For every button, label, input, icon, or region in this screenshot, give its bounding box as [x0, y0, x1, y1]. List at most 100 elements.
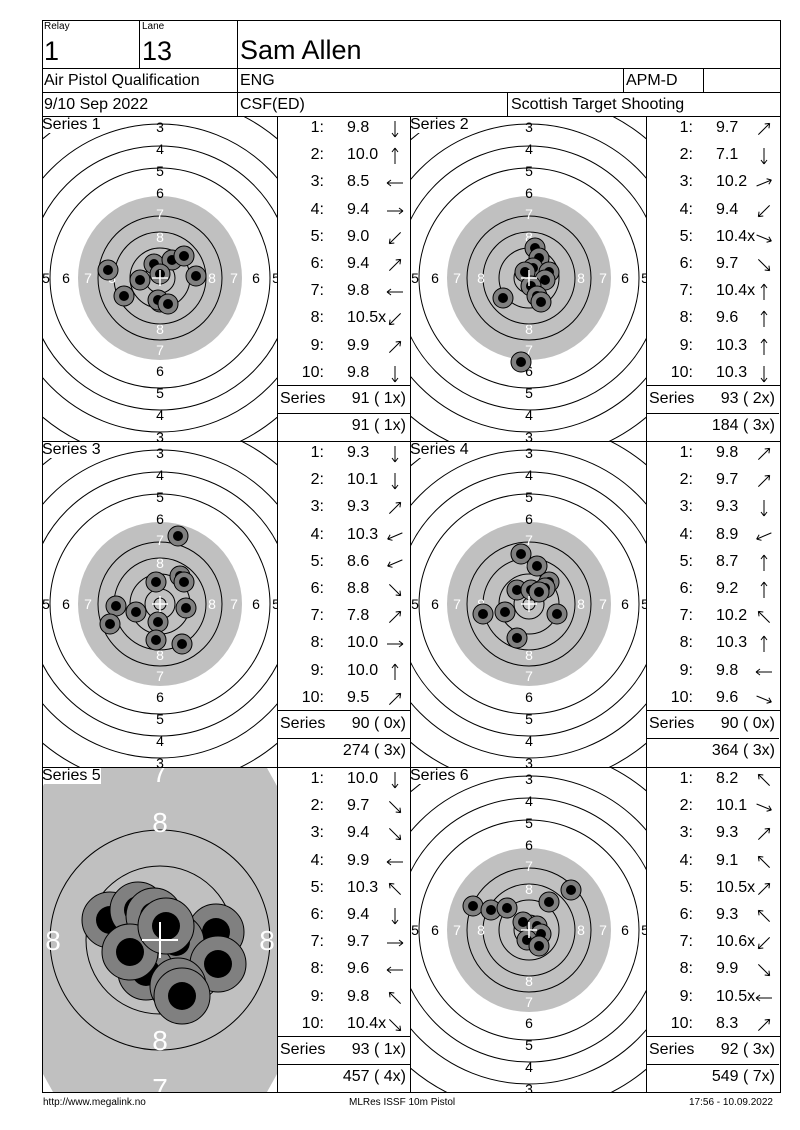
shot-direction-arrow-icon — [760, 581, 768, 598]
shot-value: 10.5x — [716, 878, 756, 896]
shot-centre — [534, 587, 544, 597]
footer-timestamp: 17:56 - 10.09.2022 — [689, 1097, 773, 1108]
ring-label: 5 — [272, 596, 280, 612]
ring-label: 8 — [152, 807, 168, 838]
ring-label: 5 — [272, 270, 280, 286]
shot-row: 10: 10.4x — [278, 1013, 408, 1035]
shot-centre — [179, 251, 189, 261]
shot-centre — [518, 917, 528, 927]
shot-row: 7: 10.2 — [647, 605, 777, 627]
shot-number: 6: — [310, 906, 324, 923]
shot-direction-arrow-icon — [757, 937, 771, 950]
ring-label: 7 — [230, 270, 238, 286]
shot-direction-arrow-icon — [760, 283, 768, 301]
ring-label: 6 — [156, 185, 164, 201]
shot-number: 10: — [670, 1014, 693, 1032]
series-total: 93 ( 2x) — [720, 390, 775, 407]
shot-direction-arrow-icon — [757, 447, 771, 461]
shot-value: 10.3 — [347, 878, 379, 896]
series-total: 93 ( 1x) — [351, 1041, 406, 1058]
shot-row: 10: 9.8 — [278, 362, 408, 384]
series-label: Series — [649, 715, 695, 732]
shot-number: 6: — [679, 255, 693, 272]
lane-number: 13 — [142, 36, 173, 66]
shot-value: 9.9 — [347, 336, 370, 354]
shot-row: 7: 9.8 — [278, 280, 408, 302]
shot-value: 8.9 — [716, 525, 739, 543]
shot-direction-arrow-icon — [388, 340, 402, 353]
shot-direction-arrow-icon — [388, 828, 402, 841]
shot-number: 10: — [301, 1014, 324, 1032]
shot-value: 9.6 — [347, 960, 370, 978]
shot-value: 10.0 — [347, 770, 379, 787]
shot-number: 6: — [679, 580, 693, 597]
shot-centre — [534, 941, 544, 951]
shot-direction-arrow-icon — [760, 311, 768, 328]
shot-direction-arrow-icon — [388, 692, 402, 705]
shot-number: 3: — [679, 498, 693, 516]
shot-centre — [153, 617, 163, 627]
ring-label: 8 — [525, 881, 533, 897]
shot-value: 9.8 — [347, 119, 370, 136]
shot-number: 4: — [679, 200, 693, 218]
shot-centre — [181, 603, 191, 613]
shot-number: 3: — [679, 173, 693, 191]
shot-direction-arrow-icon — [755, 994, 772, 1001]
shot-value: 9.3 — [347, 498, 370, 516]
ring-label: 7 — [156, 668, 164, 684]
shot-number: 3: — [679, 824, 693, 842]
shot-centre — [135, 275, 145, 285]
ring-label: 4 — [525, 793, 533, 809]
shot-number: 4: — [679, 851, 693, 869]
shot-direction-arrow-icon — [757, 122, 771, 136]
shot-value: 10.3 — [716, 634, 748, 652]
ring-label: 6 — [156, 689, 164, 705]
ring-label: 3 — [525, 1081, 533, 1097]
shot-centre — [151, 577, 161, 587]
footer-software: MLRes ISSF 10m Pistol — [349, 1097, 456, 1108]
cumulative-total: 457 ( 4x) — [342, 1068, 406, 1085]
ring-label: 5 — [42, 270, 50, 286]
shot-value: 9.9 — [716, 960, 739, 978]
shot-row: 7: 10.6x — [647, 931, 777, 953]
shot-number: 8: — [679, 960, 693, 978]
shot-direction-arrow-icon — [387, 559, 403, 568]
ring-label: 3 — [525, 429, 533, 445]
shot-direction-arrow-icon — [757, 909, 771, 923]
shot-value: 10.5x — [716, 987, 756, 1005]
shot-number: 7: — [310, 607, 324, 625]
series-title: Series 2 — [410, 116, 469, 133]
shot-number: 1: — [310, 770, 324, 787]
lane-label: Lane — [142, 21, 165, 32]
shot-direction-arrow-icon — [757, 475, 771, 488]
shot-row: 2: 10.1 — [647, 795, 777, 817]
ring-label: 5 — [411, 596, 419, 612]
shot-number: 5: — [679, 552, 693, 570]
shot-number: 2: — [310, 471, 324, 489]
shot-direction-arrow-icon — [388, 231, 402, 244]
shot-value: 7.8 — [347, 607, 370, 625]
series-title: Series 6 — [410, 767, 469, 784]
shot-number: 2: — [679, 471, 693, 489]
shot-number: 7: — [310, 933, 324, 951]
shot-direction-arrow-icon — [386, 179, 403, 187]
shot-number: 4: — [310, 851, 324, 869]
shot-row: 8: 10.5x — [278, 307, 408, 329]
shot-direction-arrow-icon — [755, 668, 772, 675]
ring-label: 5 — [156, 385, 164, 401]
ring-label: 7 — [152, 757, 168, 788]
series-label: Series — [280, 715, 326, 732]
ring-label: 6 — [525, 185, 533, 201]
shot-centre — [103, 265, 113, 275]
shot-value: 9.3 — [716, 498, 739, 516]
ring-label: 4 — [156, 141, 164, 157]
ring-label: 3 — [156, 119, 164, 135]
shot-row: 5: 8.6 — [278, 551, 408, 573]
event-name: Air Pistol Qualification — [44, 72, 200, 89]
shot-row: 8: 10.0 — [278, 632, 408, 654]
shot-row: 6: 9.4 — [278, 253, 408, 275]
shot-value: 9.8 — [347, 282, 370, 300]
shot-centre — [544, 897, 554, 907]
